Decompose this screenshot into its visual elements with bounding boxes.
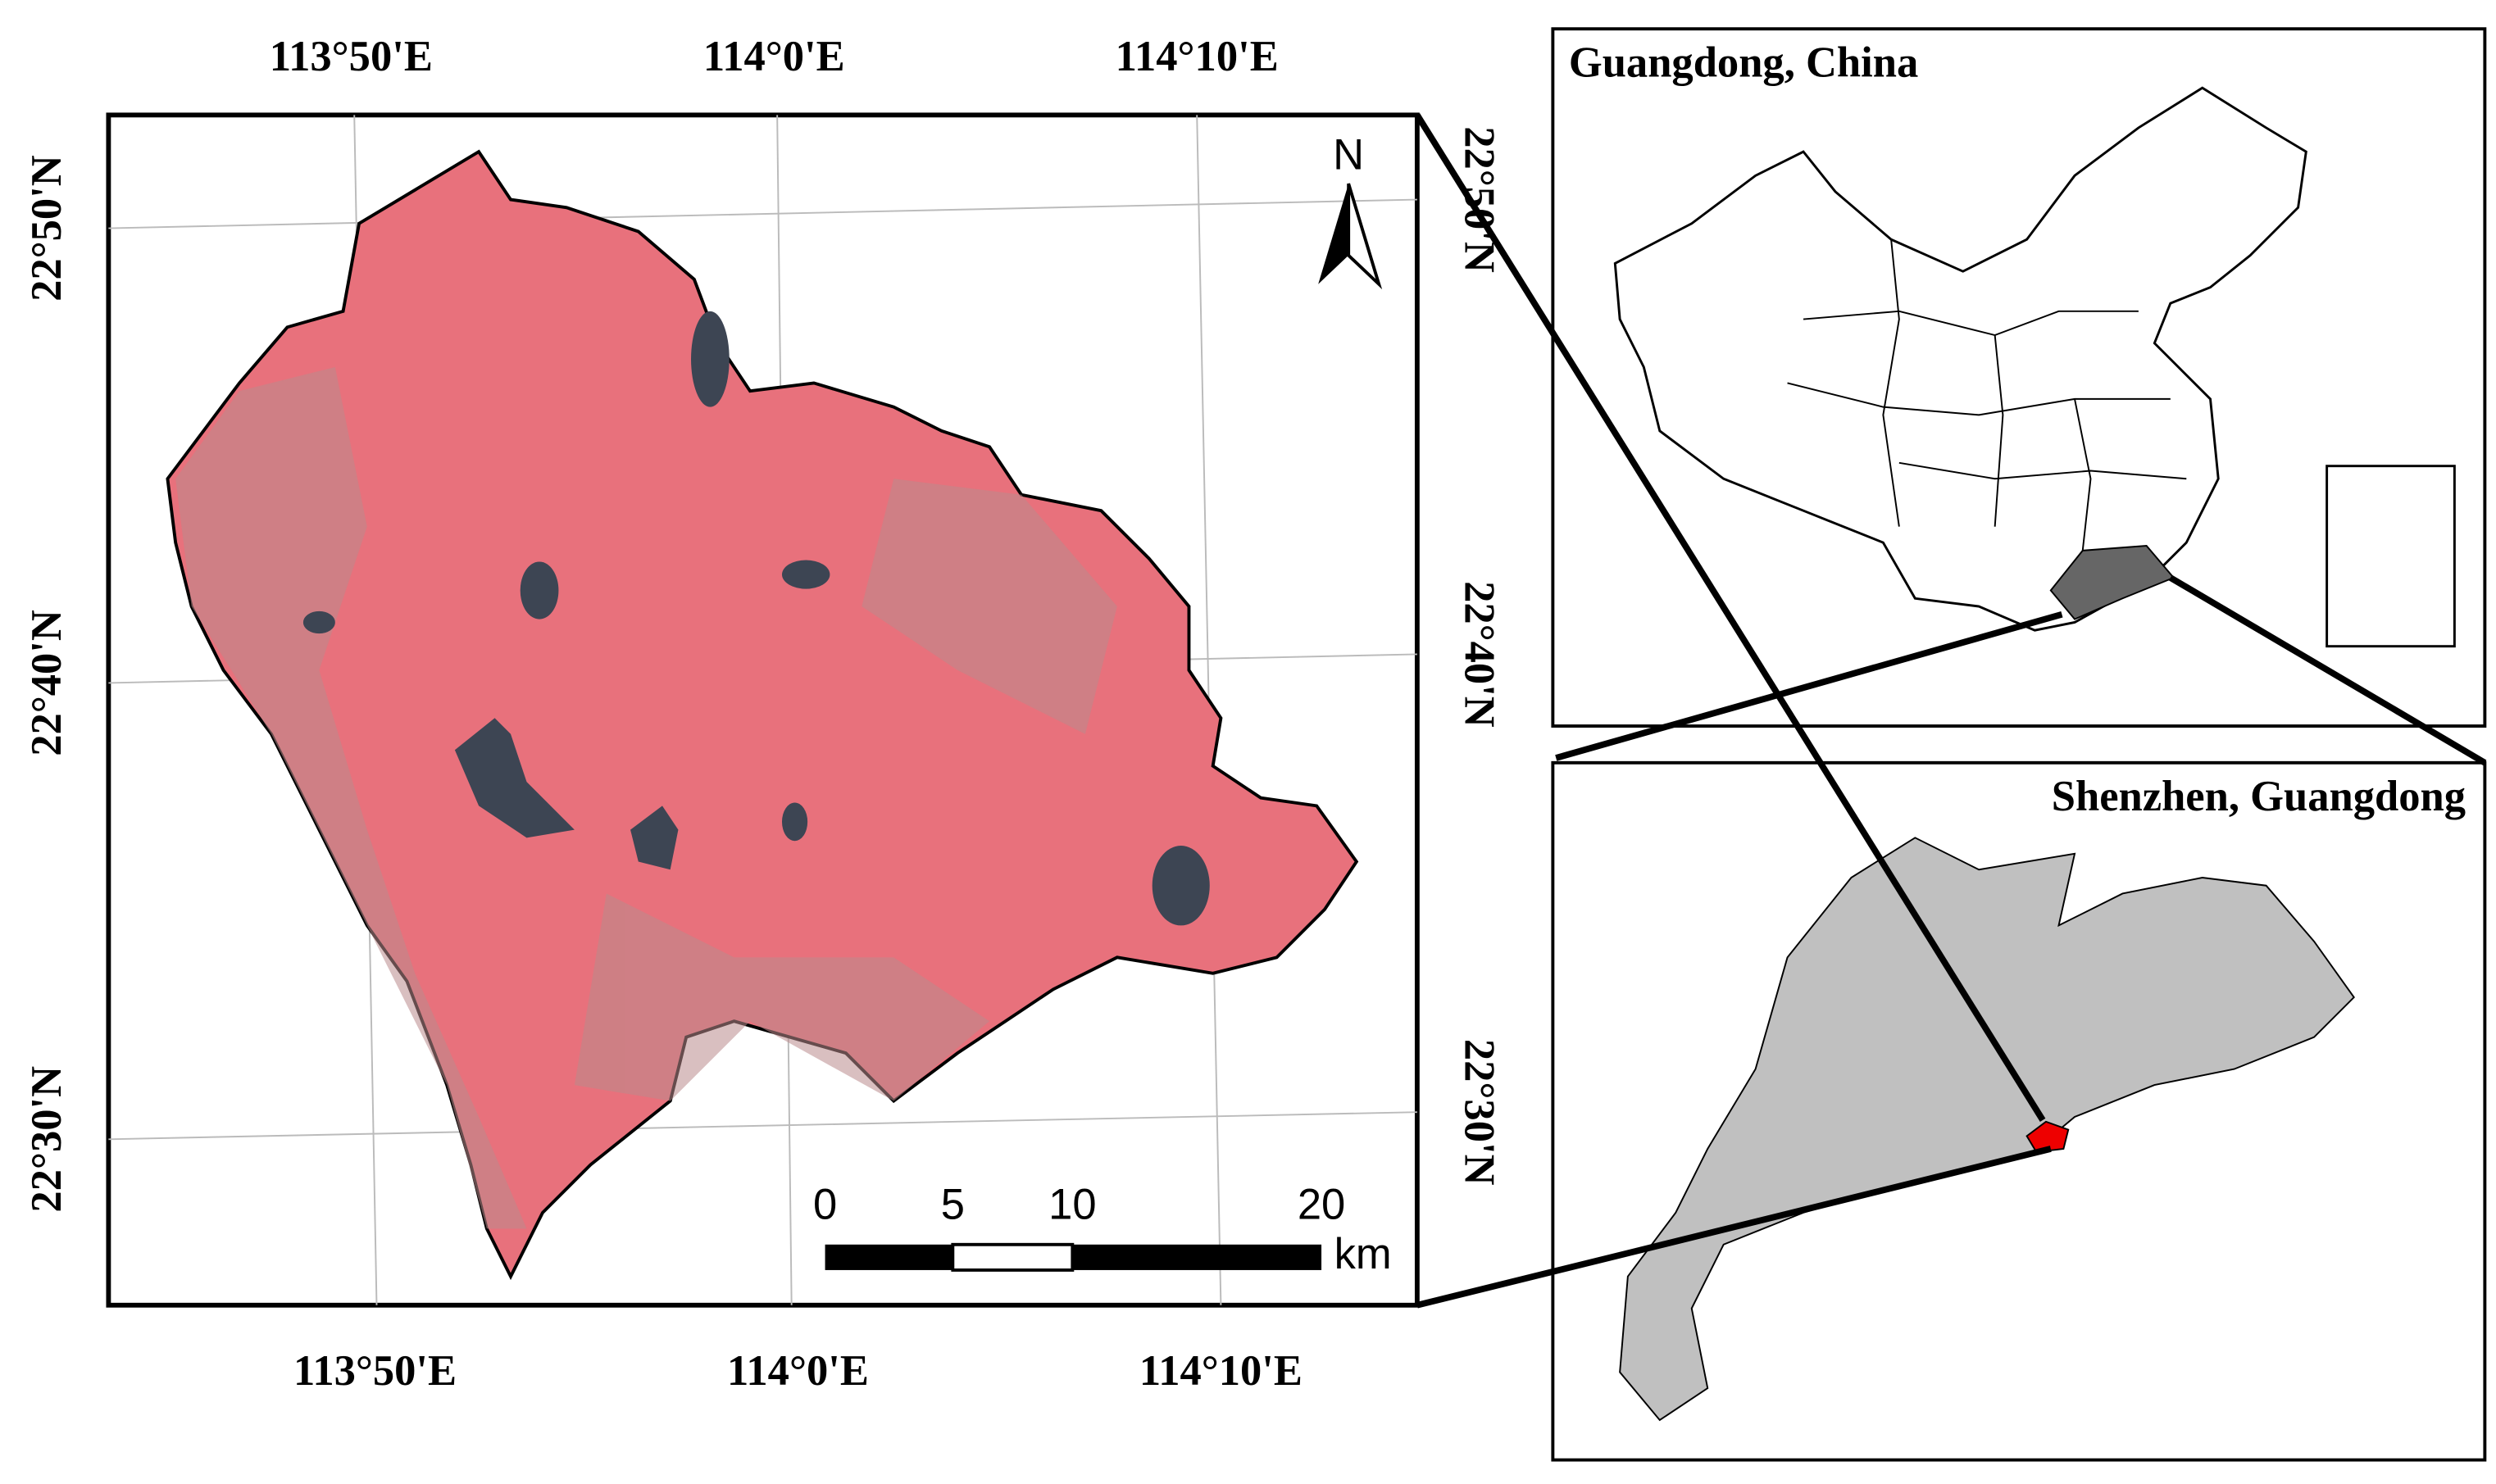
scale-label: 0 [813, 1181, 837, 1229]
lake [781, 560, 830, 589]
graticule-line [108, 1111, 1417, 1141]
scale-segment [825, 1244, 953, 1270]
scale-label: 10 [1048, 1181, 1096, 1229]
lakes [302, 311, 1210, 926]
lon-label: 114°10'E [1116, 33, 1279, 80]
lake [520, 561, 559, 619]
guangdong-outline [1619, 837, 2355, 1422]
province-borders [1787, 239, 2187, 551]
scale-label: 5 [941, 1181, 965, 1229]
lat-label: 22°30'N [23, 1066, 70, 1213]
connector [1416, 1146, 2052, 1309]
lat-label: 22°40'N [23, 610, 70, 756]
lake [781, 802, 808, 842]
connector [2168, 574, 2487, 766]
graticule-line [108, 198, 1417, 229]
province-border [1787, 382, 2171, 416]
urban-areas [175, 366, 1117, 1229]
lon-label: 114°0'E [703, 33, 845, 80]
scale-label: 20 [1298, 1181, 1345, 1229]
scale-segment [951, 1242, 1075, 1272]
north-arrow [1347, 183, 1383, 290]
urban-area [574, 893, 990, 1101]
lon-label: 114°10'E [1139, 1347, 1303, 1395]
china-outline [1613, 86, 2307, 632]
scale-unit: km [1334, 1230, 1392, 1278]
lake [454, 718, 575, 838]
shenzhen-highlight [2025, 1120, 2070, 1153]
inset-title: Shenzhen, Guangdong [2052, 773, 2466, 820]
province-border [1898, 461, 2187, 480]
lon-label: 114°0'E [727, 1347, 869, 1395]
urban-area [862, 479, 1117, 734]
connector [1414, 113, 2046, 1122]
lake [691, 311, 730, 407]
lake [630, 806, 679, 870]
province-border [1994, 334, 2004, 527]
lat-label: 22°50'N [23, 155, 70, 302]
lon-label: 113°50'E [293, 1347, 457, 1395]
lat-label: 22°30'N [1455, 1039, 1503, 1186]
lake [1152, 846, 1210, 926]
connector [1555, 610, 2063, 761]
lake [302, 610, 335, 634]
lon-label: 113°50'E [270, 33, 433, 80]
north-arrow [1318, 184, 1349, 284]
scale-segment [1072, 1244, 1322, 1270]
north-label: N [1333, 131, 1364, 179]
connectors [1414, 113, 2487, 1309]
south-china-sea-inset [2326, 465, 2456, 648]
inset-title: Guangdong, China [1569, 39, 1918, 87]
urban-area [175, 366, 527, 1229]
lat-label: 22°50'N [1455, 126, 1503, 273]
lat-label: 22°40'N [1455, 581, 1503, 728]
province-border [2074, 398, 2092, 551]
province-border [1882, 239, 1900, 527]
